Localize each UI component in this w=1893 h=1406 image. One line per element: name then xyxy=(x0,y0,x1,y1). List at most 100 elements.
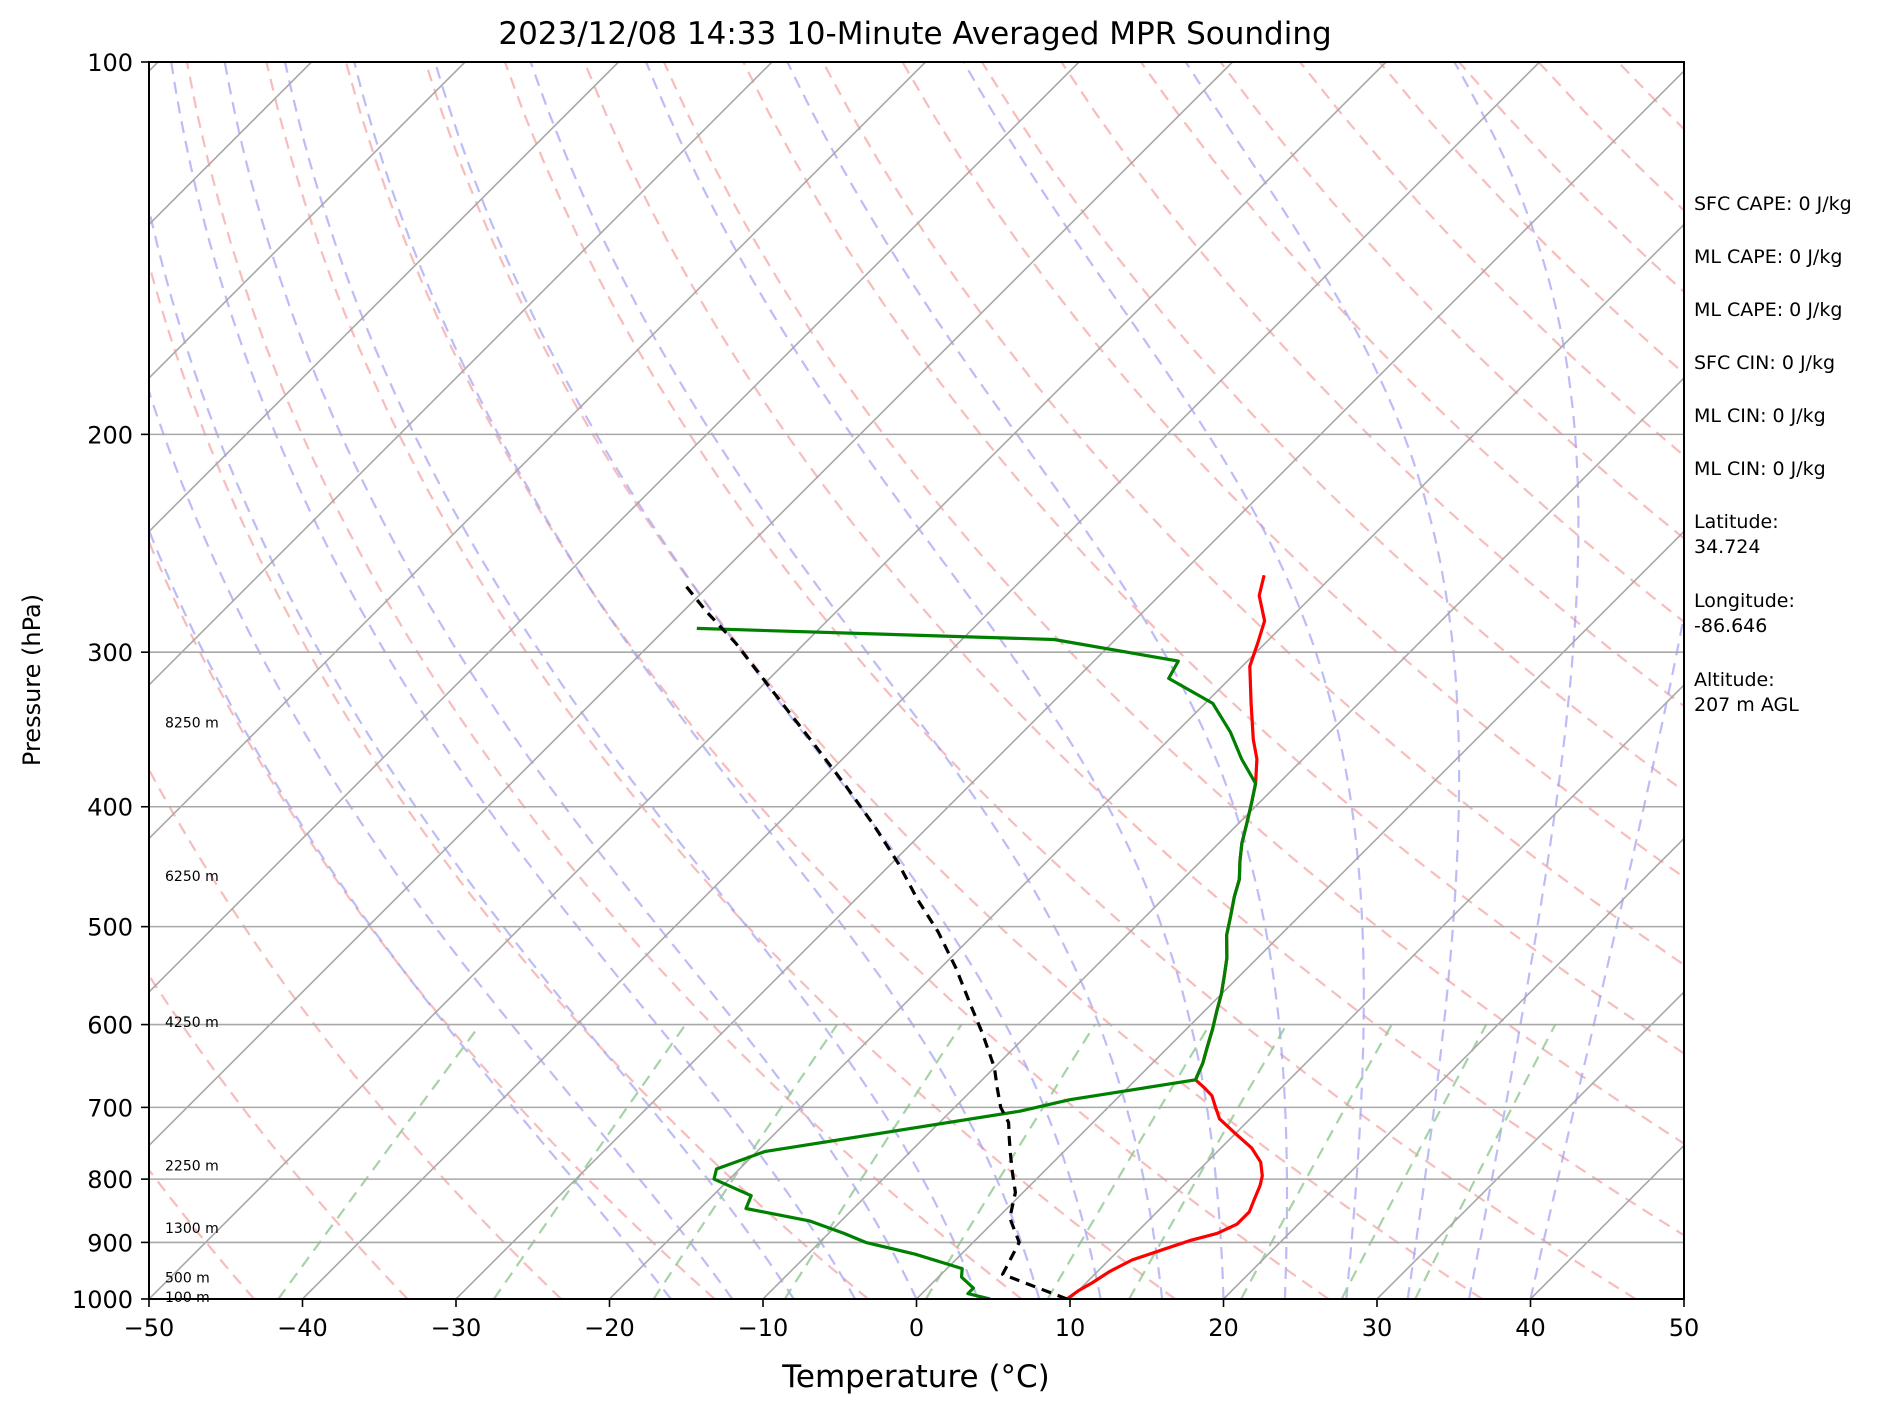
x-tick-label: 20 xyxy=(1208,1314,1239,1342)
dry-adiabat-line xyxy=(901,62,1684,879)
mixing-ratio-line xyxy=(277,1023,482,1299)
y-tick-label: 500 xyxy=(87,914,133,942)
mixing-ratio-line xyxy=(783,1023,963,1299)
moist-adiabat-line xyxy=(1184,62,1461,1299)
mixing-ratio-line xyxy=(1128,1024,1288,1299)
dry-adiabat-line xyxy=(980,62,1684,793)
dry-adiabat-line xyxy=(149,767,562,1299)
isotherm-line xyxy=(149,62,466,380)
altitude-label: 500 m xyxy=(165,1271,210,1287)
moist-adiabat-line xyxy=(353,62,1041,1299)
plot-frame xyxy=(148,61,1685,1300)
isotherm-line xyxy=(1222,837,1684,1299)
isotherm-line xyxy=(149,62,1387,1299)
x-tick-label: 10 xyxy=(1055,1314,1086,1342)
x-tick-label: 50 xyxy=(1669,1314,1700,1342)
moist-adiabat-line xyxy=(962,62,1365,1299)
x-tick-label: −10 xyxy=(738,1314,789,1342)
dry-adiabat-line xyxy=(503,62,1637,1299)
isotherm-line xyxy=(149,62,1080,994)
moist-adiabat-line xyxy=(1529,610,1684,1299)
y-tick-label: 100 xyxy=(87,49,133,77)
altitude-label: 8250 m xyxy=(165,716,219,732)
y-tick-label: 200 xyxy=(87,421,133,449)
series-group xyxy=(681,574,1267,1299)
y-tick-label: 1000 xyxy=(72,1286,133,1314)
y-tick-label: 300 xyxy=(87,639,133,667)
dewpoint-line xyxy=(696,626,1258,1299)
y-tick-label: 600 xyxy=(87,1012,133,1040)
info-panel-line: Altitude: xyxy=(1694,669,1775,691)
isobar-grid xyxy=(149,62,1684,1299)
y-tick-label: 400 xyxy=(87,794,133,822)
isotherm-line xyxy=(1069,683,1684,1299)
x-tick-label: 40 xyxy=(1515,1314,1546,1342)
dry-adiabat-line xyxy=(149,539,716,1299)
y-tick-label: 900 xyxy=(87,1229,133,1257)
isotherm-line xyxy=(149,62,1234,1147)
altitude-labels: 8250 m 6250 m 4250 m 2250 m 1300 m 500 m 100 m xyxy=(165,716,219,1306)
isotherm-line xyxy=(1838,62,1893,1299)
altitude-label: 1300 m xyxy=(165,1221,219,1237)
moist-adiabat-line xyxy=(529,62,1164,1299)
isotherm-line xyxy=(149,62,773,687)
mixing-ratio-line xyxy=(492,1023,687,1299)
dry-adiabat-line xyxy=(662,62,1684,1145)
info-panel-line: ML CIN: 0 J/kg xyxy=(1694,458,1826,480)
y-axis-label: Pressure (hPa) xyxy=(18,594,46,766)
x-tick-label: 0 xyxy=(909,1314,924,1342)
isotherm-line xyxy=(0,62,5,1299)
y-axis-ticks: 100 200 300 400 500 600 700 800 900 1000 xyxy=(72,49,149,1314)
y-tick-label: 800 xyxy=(87,1166,133,1194)
moist-adiabat-line xyxy=(786,62,1289,1299)
dry-adiabat-line xyxy=(0,62,101,1299)
moist-adiabat-line xyxy=(149,204,795,1299)
info-panel-line: 34.724 xyxy=(1694,536,1760,558)
isotherm-line xyxy=(608,223,1684,1299)
moist-adiabat-line xyxy=(283,62,979,1299)
x-axis-label: Temperature (°C) xyxy=(781,1359,1050,1395)
mixing-ratio-line xyxy=(652,1023,839,1299)
moist-adiabat-line xyxy=(645,62,1225,1299)
altitude-label: 4250 m xyxy=(165,1015,219,1031)
dry-adiabat-line xyxy=(583,62,1684,1237)
parcel-line xyxy=(681,580,1068,1299)
dry-adiabat-line xyxy=(742,62,1684,1055)
moist-adiabat-line xyxy=(223,62,918,1299)
isotherm-line xyxy=(149,62,313,226)
isotherm-line xyxy=(455,69,1684,1299)
altitude-label: 100 m xyxy=(165,1290,210,1306)
x-tick-label: −20 xyxy=(584,1314,635,1342)
info-panel-line: -86.646 xyxy=(1694,615,1767,637)
mixing-ratio-line xyxy=(1414,1024,1557,1299)
x-tick-label: −40 xyxy=(277,1314,328,1342)
moist-adiabat-line xyxy=(1453,62,1580,1299)
dry-adiabat-line xyxy=(344,62,1330,1299)
sounding-info-panel: SFC CAPE: 0 J/kg ML CAPE: 0 J/kg ML CAPE: … xyxy=(1694,193,1852,716)
isotherm-line xyxy=(149,62,620,533)
altitude-label: 6250 m xyxy=(165,869,219,885)
isotherm-line xyxy=(762,376,1684,1299)
info-panel-line: SFC CAPE: 0 J/kg xyxy=(1694,193,1852,215)
moist-adiabat-line xyxy=(170,62,857,1299)
x-tick-label: −50 xyxy=(124,1314,175,1342)
moist-adiabat-line xyxy=(433,62,1102,1299)
moist-adiabat-line xyxy=(149,387,734,1299)
mixing-ratio-line xyxy=(1046,1024,1211,1299)
dry-adiabat-line xyxy=(1060,62,1684,708)
x-tick-label: −30 xyxy=(431,1314,482,1342)
x-tick-label: 30 xyxy=(1362,1314,1393,1342)
altitude-label: 2250 m xyxy=(165,1159,219,1175)
dry-adiabat-line xyxy=(265,62,1176,1299)
isotherm-line xyxy=(301,62,1541,1299)
mixing-ratio-line xyxy=(1340,1024,1488,1299)
dry-adiabat-line xyxy=(149,260,869,1299)
info-panel-line: Longitude: xyxy=(1694,590,1795,612)
isotherm-line xyxy=(149,62,927,840)
info-panel-line: SFC CIN: 0 J/kg xyxy=(1694,352,1835,374)
dry-adiabat-line xyxy=(149,973,409,1299)
info-panel-line: 207 m AGL xyxy=(1694,694,1799,716)
dry-adiabat-line xyxy=(821,62,1684,967)
dry-adiabat-line xyxy=(185,62,1023,1299)
